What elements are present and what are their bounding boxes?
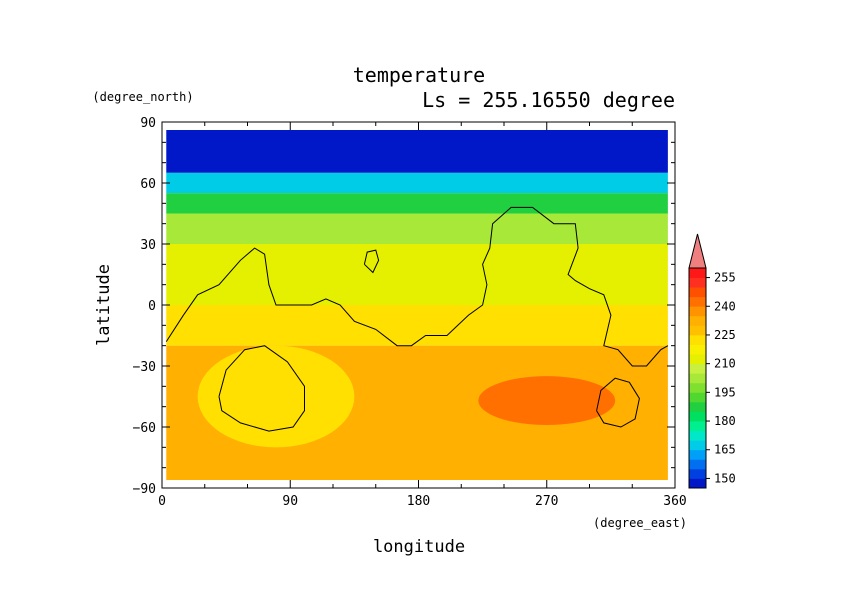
contour-coast (165, 206, 669, 367)
heatmap-patch-0 (197, 345, 355, 448)
y-tick-label: 60 (140, 177, 156, 192)
colorbar-swatch (689, 287, 706, 298)
x-axis-unit: (degree_east) (593, 516, 687, 530)
heatmap-band-3 (166, 213, 668, 244)
x-tick-label: 0 (158, 494, 166, 509)
colorbar-swatch (689, 268, 706, 278)
x-tick-label: 90 (282, 494, 298, 509)
colorbar-swatch (689, 277, 706, 288)
colorbar-swatch (689, 440, 706, 451)
colorbar-swatch (689, 315, 706, 326)
heatmap-band-2 (166, 193, 668, 214)
y-tick-label: −30 (133, 360, 156, 375)
y-tick-label: 90 (140, 116, 156, 131)
heatmap-patch-1 (478, 376, 616, 425)
heatmap-band-5 (166, 305, 668, 346)
colorbar-swatch (689, 411, 706, 422)
x-tick-label: 270 (535, 494, 558, 509)
contour-basin-east (596, 377, 640, 428)
colorbar-swatch (689, 430, 706, 441)
colorbar-swatch (689, 421, 706, 432)
chart-title: temperature (353, 63, 485, 87)
colorbar-tick-label: 210 (714, 357, 736, 371)
colorbar-swatch (689, 373, 706, 384)
y-axis-unit: (degree_north) (92, 90, 193, 104)
chart-subtitle: Ls = 255.16550 degree (422, 88, 675, 112)
colorbar-swatch (689, 334, 706, 345)
colorbar-swatch (689, 459, 706, 470)
colorbar-swatch (689, 478, 706, 489)
colorbar-tick-label: 255 (714, 271, 736, 285)
colorbar-tick-label: 150 (714, 471, 736, 485)
axes: 0 90 180 270 360 −90 −60 −30 0 30 60 90 (133, 116, 687, 509)
heatmap-band-0 (166, 130, 668, 173)
contour-lines (165, 206, 669, 432)
y-axis-title: latitude (94, 264, 114, 346)
x-tick-label: 180 (407, 494, 430, 509)
colorbar: 150 165 180 195 210 225 240 255 (688, 233, 736, 489)
colorbar-extend-arrow (688, 233, 707, 269)
colorbar-swatch (689, 401, 706, 412)
colorbar-swatch (689, 354, 706, 365)
colorbar-swatch (689, 449, 706, 460)
y-tick-label: −60 (133, 421, 156, 436)
colorbar-swatch (689, 363, 706, 374)
y-tick-label: 0 (148, 299, 156, 314)
colorbar-tick-label: 195 (714, 385, 736, 399)
colorbar-tick-label: 165 (714, 443, 736, 457)
heatmap-field (166, 130, 668, 480)
contour-basin-west (218, 345, 305, 432)
heatmap-band-1 (166, 172, 668, 194)
colorbar-swatch (689, 325, 706, 336)
colorbar-swatch (689, 296, 706, 307)
x-axis-title: longitude (373, 537, 465, 557)
colorbar-swatch (689, 468, 706, 479)
contour-island (363, 249, 380, 274)
y-tick-label: −90 (133, 482, 156, 497)
colorbar-tick-label: 240 (714, 299, 736, 313)
colorbar-swatch (689, 392, 706, 403)
colorbar-frame (688, 267, 707, 489)
y-tick-label: 30 (140, 238, 156, 253)
colorbar-swatch (689, 382, 706, 393)
x-tick-label: 360 (663, 494, 686, 509)
heatmap-band-4 (166, 244, 668, 305)
colorbar-tick-label: 225 (714, 328, 736, 342)
colorbar-tick-label: 180 (714, 414, 736, 428)
colorbar-swatch (689, 306, 706, 317)
colorbar-swatch (689, 344, 706, 355)
